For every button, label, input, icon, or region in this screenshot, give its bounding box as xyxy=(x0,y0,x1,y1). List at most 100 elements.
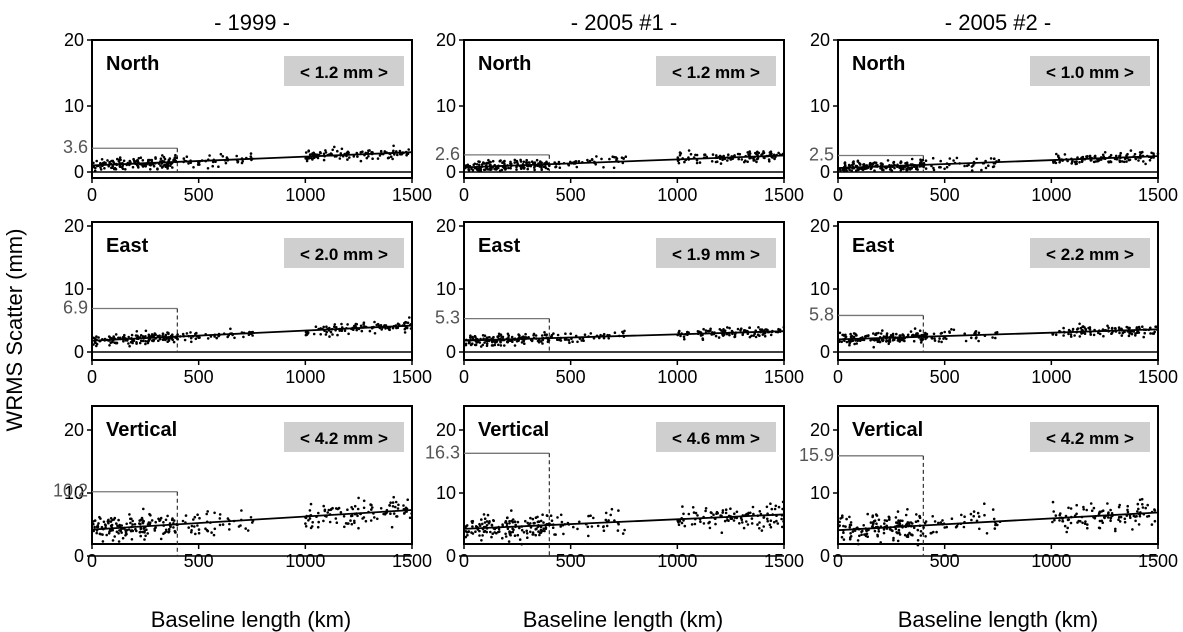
data-point xyxy=(766,517,769,521)
data-point xyxy=(383,513,387,516)
data-point xyxy=(750,334,753,338)
data-point xyxy=(134,527,137,531)
data-point xyxy=(389,155,393,158)
plot-frame xyxy=(91,39,413,179)
data-point xyxy=(871,525,874,528)
data-point xyxy=(395,326,398,330)
data-point xyxy=(211,164,214,168)
data-point xyxy=(194,332,197,336)
data-point xyxy=(542,521,545,524)
data-point xyxy=(466,163,470,167)
data-point xyxy=(194,337,198,341)
data-point xyxy=(185,155,189,158)
data-point xyxy=(159,164,162,167)
data-point xyxy=(491,532,495,535)
data-point xyxy=(144,339,147,343)
data-point xyxy=(506,332,510,336)
data-point xyxy=(498,159,502,163)
data-point xyxy=(1081,325,1084,329)
data-point xyxy=(1141,325,1144,329)
data-point xyxy=(251,334,254,337)
data-point xyxy=(141,530,144,534)
data-point xyxy=(709,511,713,514)
trend-line xyxy=(91,151,413,167)
data-point xyxy=(394,500,398,504)
data-point xyxy=(334,517,338,520)
data-point xyxy=(108,530,111,533)
data-point xyxy=(139,156,143,159)
data-point xyxy=(1107,326,1110,330)
data-point xyxy=(708,526,712,530)
data-point xyxy=(681,505,684,508)
data-point xyxy=(337,506,341,510)
data-point xyxy=(695,161,699,165)
data-point xyxy=(721,511,724,514)
data-point xyxy=(722,333,726,336)
data-point xyxy=(158,518,162,522)
data-point xyxy=(474,336,477,339)
data-point xyxy=(1051,333,1055,336)
data-point xyxy=(525,529,528,533)
data-point xyxy=(504,535,508,538)
data-point xyxy=(481,334,485,337)
data-point xyxy=(1123,517,1127,521)
data-point xyxy=(1059,512,1062,515)
data-point xyxy=(473,162,477,166)
data-point xyxy=(1118,503,1121,507)
data-point xyxy=(613,155,616,159)
data-point xyxy=(174,531,177,534)
data-point xyxy=(933,339,937,342)
data-point xyxy=(549,514,553,517)
data-point xyxy=(172,526,175,529)
data-point xyxy=(198,516,201,520)
data-point xyxy=(623,329,626,333)
data-point xyxy=(955,524,959,528)
data-point xyxy=(92,161,95,165)
data-point xyxy=(874,161,878,165)
data-point xyxy=(615,157,619,160)
data-point xyxy=(136,163,139,167)
plot-frame xyxy=(463,405,785,545)
data-point xyxy=(726,159,729,162)
data-point xyxy=(840,340,843,344)
data-point xyxy=(225,156,229,159)
data-point xyxy=(391,505,395,508)
data-point xyxy=(768,523,772,526)
data-point xyxy=(1093,154,1097,158)
component-label: North xyxy=(852,53,905,75)
data-point xyxy=(364,519,368,523)
data-point xyxy=(900,166,903,170)
data-point xyxy=(915,165,919,168)
data-point xyxy=(492,335,495,339)
data-point xyxy=(723,329,727,333)
data-point xyxy=(1110,326,1114,330)
data-point xyxy=(993,157,996,160)
data-point xyxy=(1089,502,1093,505)
data-point xyxy=(1106,516,1110,519)
data-point xyxy=(678,151,682,154)
data-point xyxy=(882,531,886,535)
data-point xyxy=(100,158,104,161)
data-point xyxy=(530,160,534,163)
data-point xyxy=(99,168,103,171)
data-point xyxy=(106,520,110,523)
data-point xyxy=(392,512,396,515)
data-point xyxy=(500,335,503,339)
data-point xyxy=(1127,334,1131,338)
data-point xyxy=(931,515,934,518)
data-point xyxy=(192,166,195,169)
data-point xyxy=(162,521,165,524)
data-point xyxy=(181,332,185,336)
data-point xyxy=(1135,326,1139,329)
data-point xyxy=(739,516,743,520)
data-point xyxy=(347,522,350,525)
data-point xyxy=(218,523,222,527)
data-point xyxy=(696,514,699,517)
data-point xyxy=(594,163,597,166)
trend-line xyxy=(837,155,1159,169)
y-tick-label: 0 xyxy=(446,342,456,362)
data-point xyxy=(848,168,851,171)
mean-badge-text: < 1.2 mm > xyxy=(300,63,388,82)
data-point xyxy=(345,151,349,155)
data-point xyxy=(690,523,694,526)
